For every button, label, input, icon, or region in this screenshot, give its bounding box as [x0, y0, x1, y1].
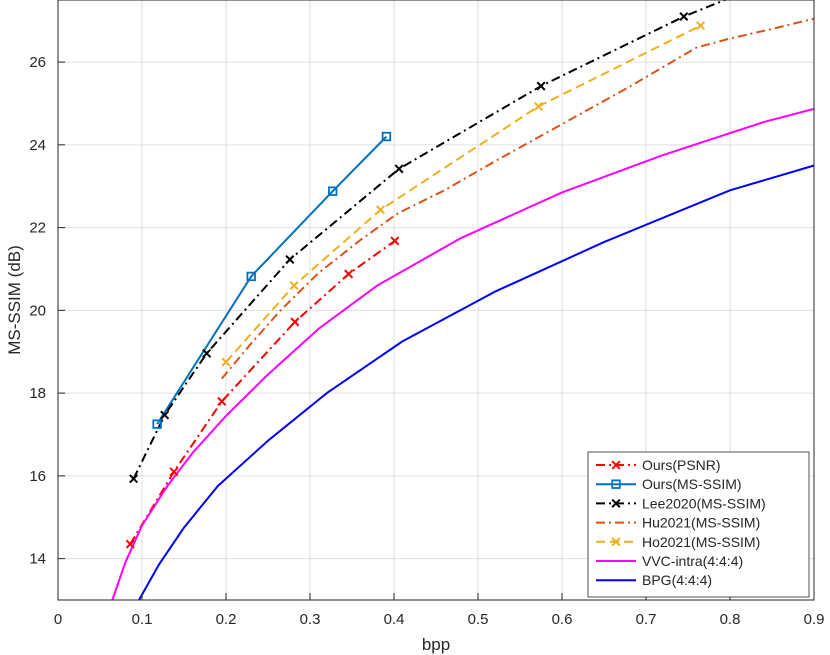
legend-item: BPG(4:4:4) [596, 572, 712, 588]
legend-label: Lee2020(MS-SSIM) [642, 495, 766, 511]
legend-box [587, 451, 810, 598]
data-point-0 [217, 396, 227, 406]
legend-marker [611, 479, 621, 489]
x-tick-label: 0.3 [300, 611, 321, 628]
data-point-2 [202, 348, 212, 358]
legend-label: VVC-intra(4:4:4) [642, 553, 743, 569]
ticks: 0 0.1 0.2 0.3 0.4 0.5 0.6 0.7 0.8 0.9 14 16 18 20 22 24… [29, 54, 824, 628]
legend-label: Ho2021(MS-SSIM) [642, 534, 760, 550]
legend-marker [611, 460, 621, 470]
x-tick-label: 0.9 [804, 611, 825, 628]
legend-label: BPG(4:4:4) [642, 572, 712, 588]
x-tick-label: 0.8 [720, 611, 741, 628]
series-line-5 [111, 107, 814, 600]
data-point-0 [344, 269, 354, 279]
legend-label: Ours(MS-SSIM) [642, 476, 742, 492]
y-tick-label: 26 [29, 54, 46, 71]
x-tick-label: 0.6 [552, 611, 573, 628]
data-point-4 [533, 101, 543, 111]
data-point-2 [160, 410, 170, 420]
x-tick-label: 0.7 [636, 611, 657, 628]
data-point-1 [246, 271, 256, 282]
x-axis-label: bpp [422, 635, 450, 654]
y-tick-label: 16 [29, 468, 46, 485]
legend-label: Ours(PSNR) [642, 457, 721, 473]
y-axis-label: MS-SSIM (dB) [5, 245, 24, 355]
data-point-0 [290, 317, 300, 327]
legend-item: Ours(MS-SSIM) [596, 476, 742, 492]
legend-item: Ours(PSNR) [596, 457, 721, 473]
x-tick-label: 0.4 [384, 611, 405, 628]
series-line-2 [132, 0, 728, 480]
legend-item: Hu2021(MS-SSIM) [596, 515, 760, 531]
data-point-2 [285, 254, 295, 264]
marker-layer [125, 12, 706, 549]
data-point-2 [536, 81, 546, 91]
y-tick-label: 24 [29, 137, 46, 154]
legend-marker [611, 498, 621, 508]
data-point-4 [376, 205, 386, 215]
y-tick-label: 20 [29, 302, 46, 319]
data-point-4 [696, 21, 706, 31]
x-tick-label: 0.2 [216, 611, 237, 628]
legend: Ours(PSNR) Ours(MS-SSIM) Lee2020(MS-SSIM) H… [587, 451, 810, 598]
y-tick-label: 14 [29, 551, 46, 568]
data-point-0 [390, 236, 400, 246]
data-point-4 [221, 357, 231, 367]
legend-item: Ho2021(MS-SSIM) [596, 534, 760, 550]
data-point-1 [152, 419, 162, 429]
data-point-0 [169, 467, 179, 477]
legend-label: Hu2021(MS-SSIM) [642, 515, 760, 531]
data-point-0 [125, 539, 135, 549]
series-line-3 [221, 17, 814, 380]
y-tick-label: 22 [29, 220, 46, 237]
x-tick-label: 0.1 [132, 611, 153, 628]
data-point-1 [381, 131, 392, 142]
series-line-0 [129, 240, 396, 545]
legend-item: Lee2020(MS-SSIM) [596, 495, 766, 511]
data-point-2 [394, 164, 404, 174]
data-point-4 [289, 281, 299, 291]
x-tick-label: 0 [54, 611, 62, 628]
legend-marker [611, 537, 621, 547]
y-tick-label: 18 [29, 385, 46, 402]
legend-item: VVC-intra(4:4:4) [596, 553, 743, 569]
data-point-2 [679, 12, 689, 22]
series-line-6 [137, 164, 814, 600]
x-tick-label: 0.5 [468, 611, 489, 628]
data-point-1 [327, 186, 338, 196]
plot-frame [57, 0, 815, 601]
data-point-2 [129, 474, 139, 484]
